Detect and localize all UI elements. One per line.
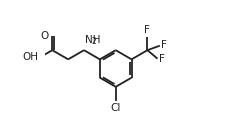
Text: F: F bbox=[144, 25, 150, 35]
Text: F: F bbox=[161, 40, 166, 50]
Text: O: O bbox=[40, 32, 49, 42]
Text: 2: 2 bbox=[91, 37, 96, 46]
Text: F: F bbox=[158, 54, 164, 64]
Text: Cl: Cl bbox=[110, 103, 120, 113]
Text: NH: NH bbox=[84, 35, 100, 45]
Text: OH: OH bbox=[23, 52, 39, 62]
